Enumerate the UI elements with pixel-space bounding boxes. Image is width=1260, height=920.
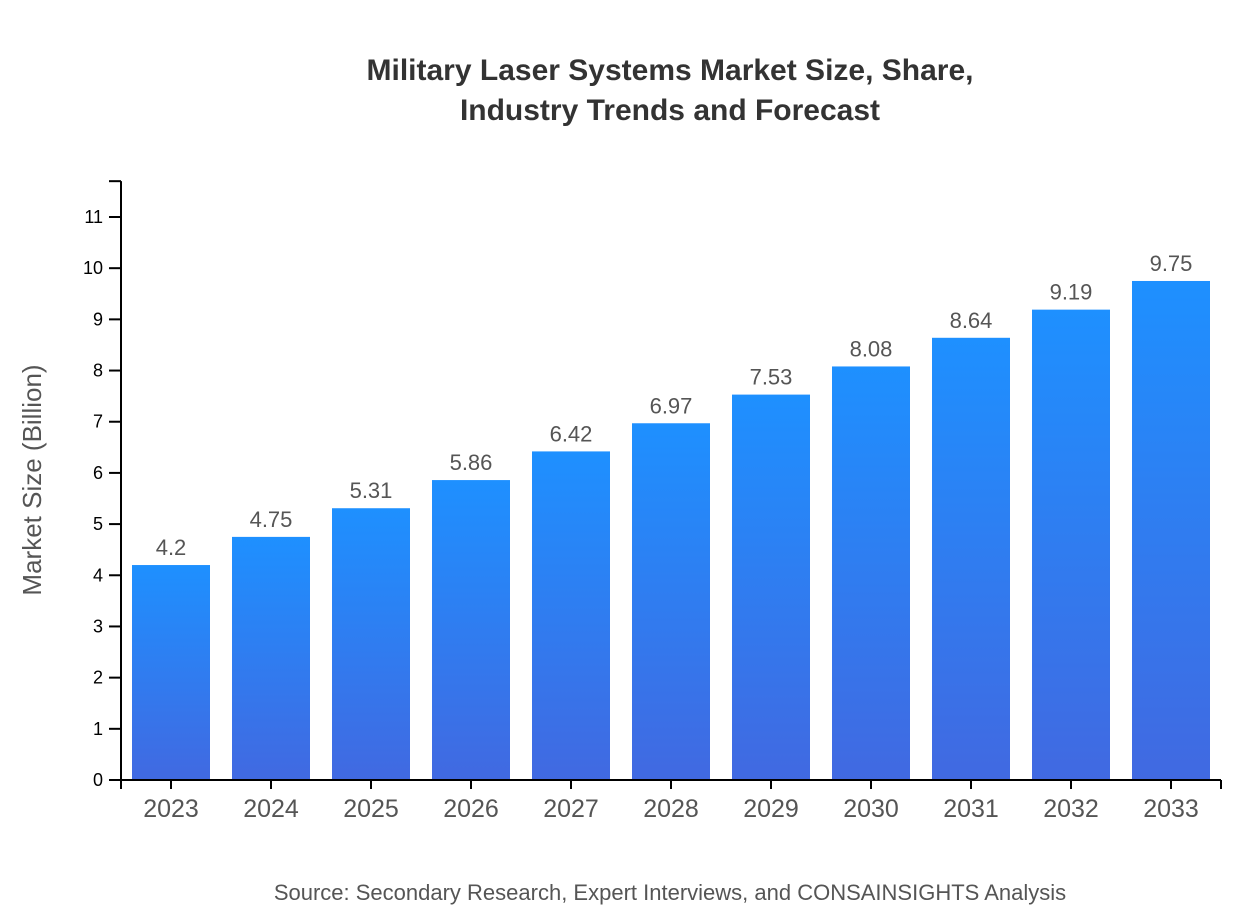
x-tick-label: 2025	[343, 795, 399, 823]
data-label: 4.2	[156, 535, 187, 560]
x-tick-label: 2033	[1143, 795, 1199, 823]
bar-2023	[132, 565, 210, 780]
bar-2030	[832, 366, 910, 780]
bar-2026	[432, 480, 510, 780]
y-tick-label: 4	[93, 565, 103, 585]
source-note: Source: Secondary Research, Expert Inter…	[274, 880, 1066, 905]
data-label: 7.53	[750, 365, 793, 390]
x-tick-label: 2027	[543, 795, 599, 823]
bar-2027	[532, 451, 610, 780]
bar-2029	[732, 394, 810, 780]
x-tick-label: 2030	[843, 795, 899, 823]
data-label: 5.86	[450, 450, 493, 475]
x-tick-label: 2026	[443, 795, 499, 823]
y-tick-label: 6	[93, 463, 103, 483]
y-tick-label: 9	[93, 309, 103, 329]
data-label: 5.31	[350, 478, 393, 503]
y-tick-label: 1	[93, 719, 103, 739]
bar-2025	[332, 508, 410, 780]
x-tick-label: 2031	[943, 795, 999, 823]
data-label: 8.64	[950, 308, 993, 333]
chart-title-line-1: Military Laser Systems Market Size, Shar…	[367, 54, 974, 87]
data-label: 9.75	[1150, 251, 1193, 276]
x-tick-label: 2023	[143, 795, 199, 823]
data-label: 9.19	[1050, 280, 1093, 305]
y-tick-label: 2	[93, 668, 103, 688]
y-tick-label: 5	[93, 514, 103, 534]
y-tick-label: 8	[93, 361, 103, 381]
bar-2031	[932, 337, 1010, 780]
y-tick-label: 3	[93, 616, 103, 636]
y-tick-label: 0	[93, 770, 103, 790]
data-label: 6.97	[650, 393, 693, 418]
bar-2032	[1032, 309, 1110, 780]
y-axis-label: Market Size (Billion)	[17, 364, 47, 595]
y-tick-label: 7	[93, 412, 103, 432]
chart-title-line-2: Industry Trends and Forecast	[460, 94, 880, 127]
bar-2028	[632, 423, 710, 780]
bar-2033	[1132, 280, 1210, 780]
data-label: 8.08	[850, 336, 893, 361]
x-tick-label: 2028	[643, 795, 699, 823]
y-tick-label: 11	[84, 207, 103, 227]
x-tick-label: 2029	[743, 795, 799, 823]
bar-2024	[232, 536, 310, 780]
x-tick-label: 2024	[243, 795, 299, 823]
y-tick-label: 10	[83, 258, 103, 278]
data-label: 4.75	[250, 507, 293, 532]
x-tick-label: 2032	[1043, 795, 1099, 823]
data-label: 6.42	[550, 421, 593, 446]
